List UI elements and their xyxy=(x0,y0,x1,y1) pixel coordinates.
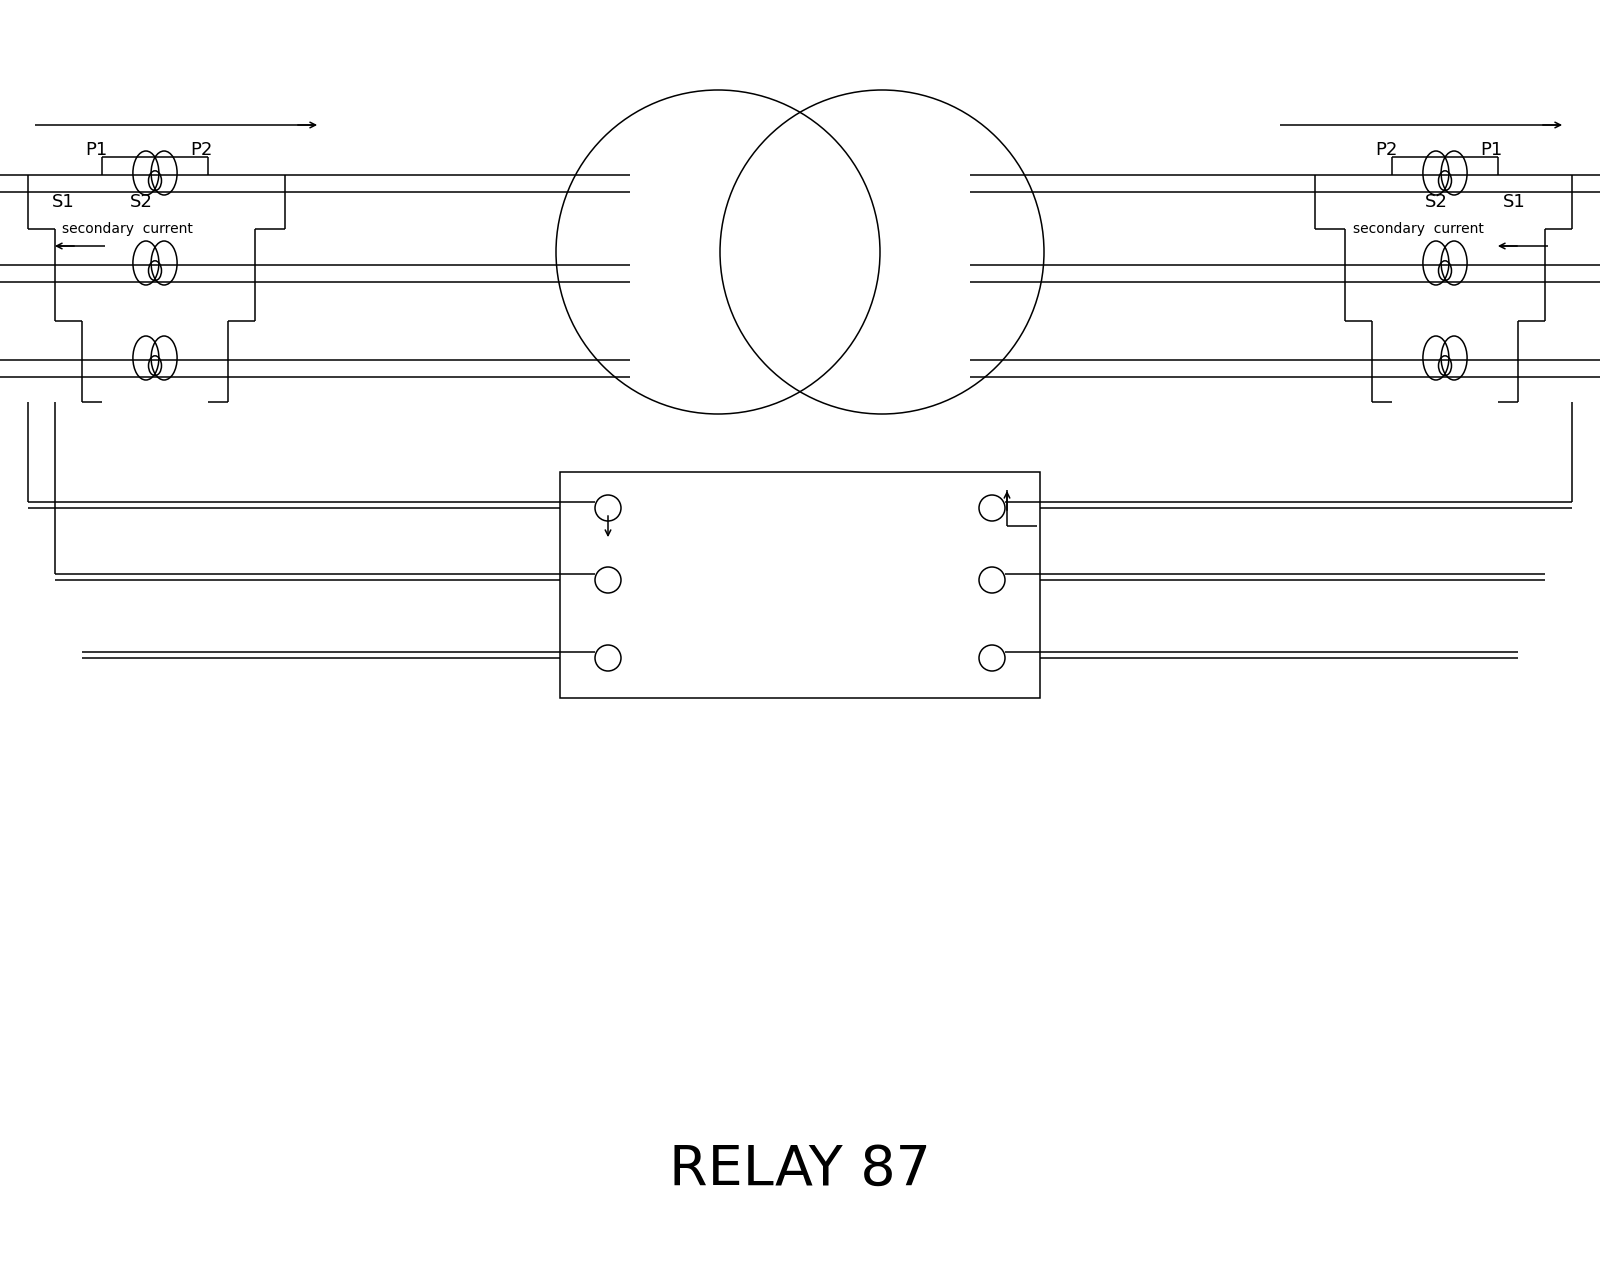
Text: secondary  current: secondary current xyxy=(1354,221,1483,236)
Text: P1: P1 xyxy=(1480,141,1502,159)
Text: P2: P2 xyxy=(1374,141,1397,159)
Text: S2: S2 xyxy=(130,193,154,211)
Text: RELAY 87: RELAY 87 xyxy=(669,1143,931,1197)
Text: P2: P2 xyxy=(190,141,213,159)
Text: S2: S2 xyxy=(1426,193,1448,211)
Bar xyxy=(560,472,1040,698)
Text: S1: S1 xyxy=(51,193,75,211)
Text: P1: P1 xyxy=(85,141,107,159)
Text: secondary  current: secondary current xyxy=(62,221,194,236)
Text: S1: S1 xyxy=(1502,193,1526,211)
